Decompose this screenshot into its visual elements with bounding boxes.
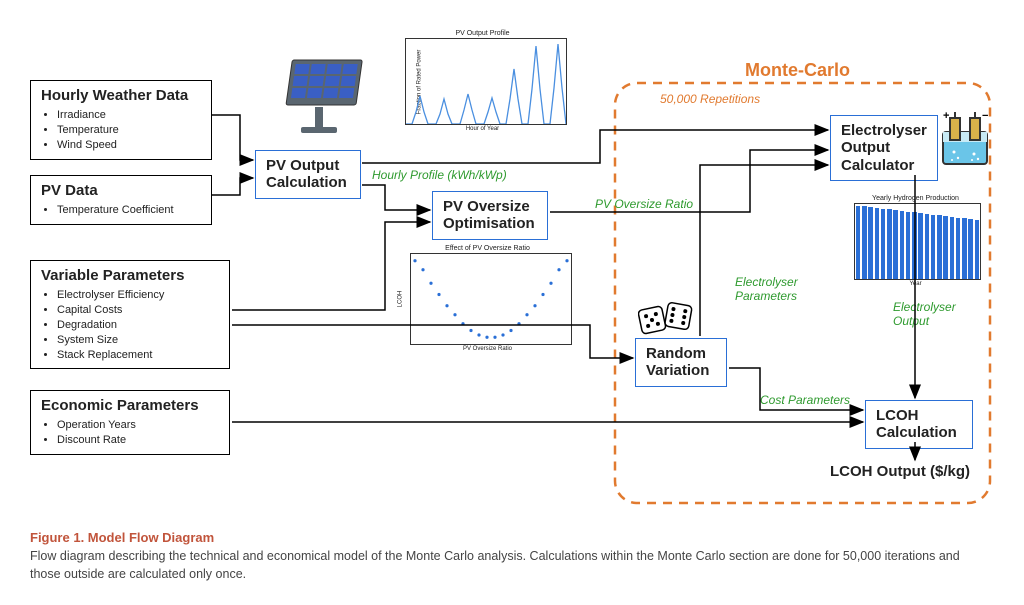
node-weather-bullets: Irradiance Temperature Wind Speed [41,108,201,153]
svg-text:+: + [943,112,949,122]
node-pvcalc: PV Output Calculation [255,150,361,199]
node-econ-title: Economic Parameters [41,397,219,414]
label-cost-params: Cost Parameters [760,393,850,407]
dice-icon [638,300,694,338]
node-varparam: Variable Parameters Electrolyser Efficie… [30,260,230,369]
label-electro-params: Electrolyser Parameters [735,275,815,303]
node-econ: Economic Parameters Operation Years Disc… [30,390,230,455]
chart-oversize-effect: Effect of PV Oversize Ratio LCOH PV Over… [400,245,575,352]
svg-text:−: − [982,112,988,122]
node-lcoh: LCOH Calculation [865,400,973,449]
node-pvdata-bullets: Temperature Coefficient [41,203,201,218]
node-varparam-bullets: Electrolyser Efficiency Capital Costs De… [41,288,219,362]
monte-carlo-title: Monte-Carlo [745,60,850,81]
label-electro-output: Electrolyser Output [893,300,973,328]
node-weather-title: Hourly Weather Data [41,87,201,104]
electrolyser-icon: + − [940,112,990,170]
node-random: Random Variation [635,338,727,387]
label-pv-oversize: PV Oversize Ratio [595,197,693,211]
monte-carlo-sub: 50,000 Repetitions [660,92,760,106]
node-oversize: PV Oversize Optimisation [432,191,548,240]
node-pvdata-title: PV Data [41,182,201,199]
node-varparam-title: Variable Parameters [41,267,219,284]
node-electro: Electrolyser Output Calculator [830,115,938,181]
label-hourly-profile: Hourly Profile (kWh/kWp) [372,168,507,182]
diagram-canvas: { "nodes": { "weather": { "title": "Hour… [0,0,1024,605]
caption-body: Flow diagram describing the technical an… [30,548,990,583]
node-econ-bullets: Operation Years Discount Rate [41,418,219,448]
node-pvdata: PV Data Temperature Coefficient [30,175,212,225]
caption-title: Figure 1. Model Flow Diagram [30,530,214,545]
chart-pv-profile: PV Output Profile Fraction of Rated Powe… [395,30,570,132]
node-weather: Hourly Weather Data Irradiance Temperatu… [30,80,212,160]
lcoh-output-text: LCOH Output ($/kg) [830,463,970,480]
solar-panel-icon [275,55,365,140]
chart-h2-production: Yearly Hydrogen Production Year [848,195,983,287]
